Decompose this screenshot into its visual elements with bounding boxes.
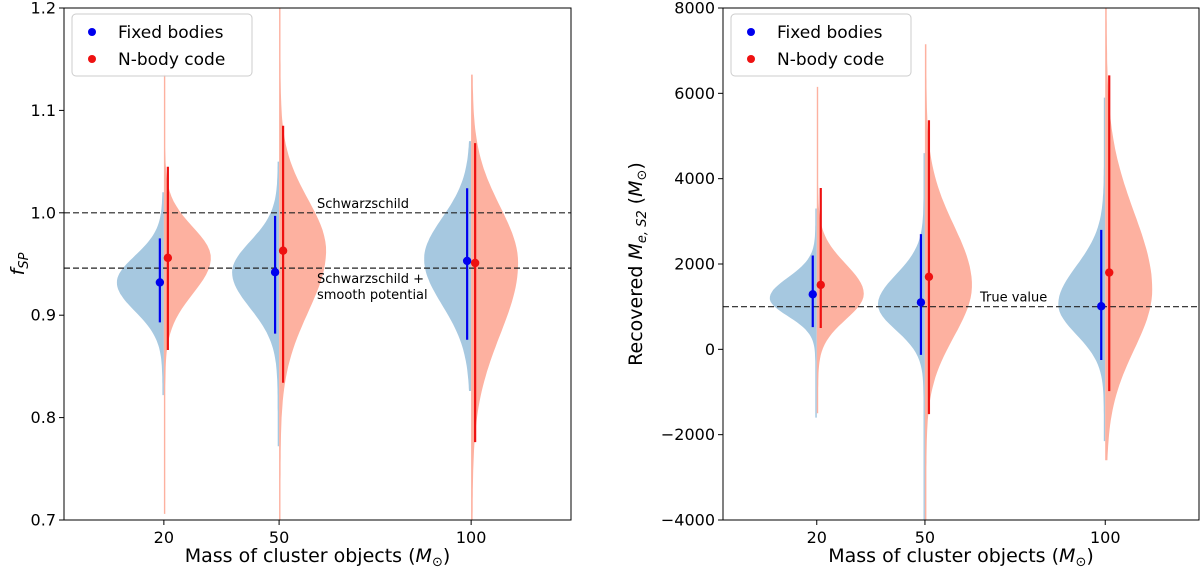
fixed-bodies-violin-100 — [1058, 97, 1106, 442]
y-tick-label: 0 — [705, 340, 715, 359]
y-tick-label: 0.9 — [31, 306, 56, 325]
legend-label-fixed-bodies: Fixed bodies — [777, 23, 883, 43]
nbody-point-20 — [816, 280, 825, 290]
y-tick-label: 1.0 — [31, 203, 56, 222]
y-tick-label: −2000 — [661, 425, 715, 444]
x-tick-label: 50 — [915, 528, 935, 547]
nbody-violin-100 — [471, 74, 519, 520]
x-tick-label: 100 — [1090, 528, 1121, 547]
legend-marker-fixed-bodies — [88, 28, 96, 36]
fixed-bodies-point-100 — [462, 256, 472, 266]
fixed-bodies-point-20 — [808, 290, 817, 299]
nbody-point-100 — [1105, 268, 1114, 277]
legend: Fixed bodies N-body code — [71, 13, 253, 77]
nbody-violin-50 — [279, 8, 327, 520]
y-axis-label: fSP — [7, 252, 32, 275]
y-tick-label: 8000 — [674, 0, 715, 18]
legend-box — [730, 13, 912, 77]
chart-panel-2: True value −4000 −2000 0 2000 4000 6000 8000 20 5… — [625, 0, 1200, 569]
y-tick-label: 0.7 — [31, 511, 56, 530]
legend: Fixed bodies N-body code — [730, 13, 912, 77]
reference-label: Schwarzschild + smooth potential — [317, 272, 428, 303]
chart-panel-1: Schwarzschild Schwarzschild + smooth poten… — [7, 0, 572, 569]
fixed-bodies-point-20 — [155, 278, 165, 287]
fixed-bodies-violin-20 — [769, 208, 817, 418]
legend-label-fixed-bodies: Fixed bodies — [118, 23, 224, 43]
legend-marker-fixed-bodies — [747, 28, 755, 36]
x-tick-label: 100 — [456, 528, 487, 547]
fixed-bodies-point-50 — [270, 267, 280, 277]
y-tick-label: 2000 — [674, 255, 715, 274]
y-tick-label: 0.8 — [31, 408, 56, 427]
legend-label-nbody: N-body code — [118, 50, 225, 70]
y-tick-label: 1.1 — [31, 101, 56, 120]
fixed-bodies-violin-50 — [877, 153, 925, 520]
x-tick-label: 20 — [154, 528, 174, 547]
x-axis-label: Mass of cluster objects (M⊙) — [828, 545, 1094, 569]
fixed-bodies-point-50 — [916, 298, 926, 307]
plot-frame — [63, 7, 572, 521]
y-tick-label: 6000 — [674, 84, 715, 103]
x-axis-label: Mass of cluster objects (M⊙) — [185, 545, 451, 569]
legend-label-nbody: N-body code — [777, 50, 884, 70]
y-axis-label: Recovered Me, S2 (M⊙) — [625, 162, 650, 366]
nbody-point-50 — [924, 272, 934, 281]
x-tick-label: 50 — [269, 528, 289, 547]
nbody-violin-50 — [924, 44, 972, 521]
nbody-point-20 — [163, 253, 173, 263]
legend-marker-nbody — [747, 55, 755, 63]
y-tick-label: 4000 — [674, 169, 715, 188]
y-tick-label: −4000 — [661, 511, 715, 530]
nbody-violin-20 — [163, 74, 211, 514]
nbody-violin-20 — [816, 86, 864, 414]
y-tick-label: 1.2 — [31, 0, 56, 18]
fixed-bodies-violin-100 — [424, 141, 472, 391]
fixed-bodies-violin-20 — [116, 192, 164, 396]
x-tick-label: 20 — [807, 528, 827, 547]
fixed-bodies-violin-50 — [232, 161, 280, 447]
nbody-point-100 — [470, 258, 480, 268]
nbody-violin-100 — [1105, 8, 1153, 461]
fixed-bodies-point-100 — [1097, 302, 1106, 311]
reference-label: Schwarzschild — [317, 197, 409, 212]
legend-box — [71, 13, 253, 77]
legend-marker-nbody — [88, 55, 96, 63]
nbody-point-50 — [278, 246, 288, 255]
reference-label: True value — [979, 291, 1047, 306]
